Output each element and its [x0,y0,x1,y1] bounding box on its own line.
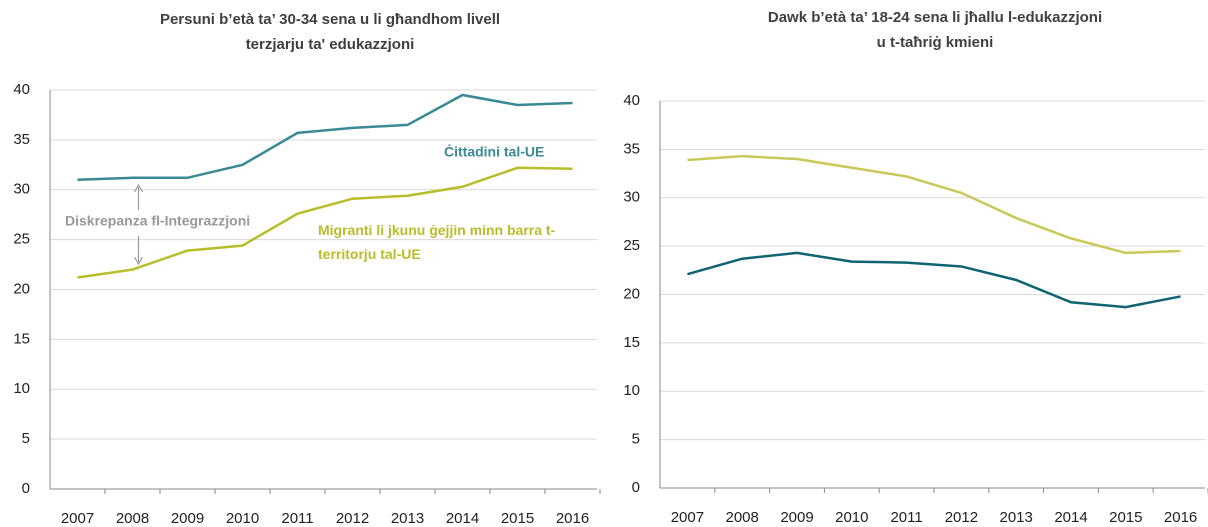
y-tick-label: 0 [22,480,30,497]
annotation: Diskrepanza fl-Integrazzjoni [65,213,250,229]
x-tick-label: 2008 [116,510,149,527]
x-tick-label: 2008 [726,509,759,526]
y-tick-label: 40 [623,92,640,109]
x-tick-label: 2016 [1164,509,1197,526]
chart-title: Persuni b’età ta’ 30-34 sena u li għandh… [160,11,500,28]
y-tick-label: 0 [632,479,640,496]
y-tick-label: 5 [632,431,640,448]
y-tick-label: 25 [13,231,30,248]
series-label: Ċittadini tal-UE [444,144,544,160]
y-tick-label: 30 [13,181,30,198]
arrow-head [133,256,144,266]
y-tick-label: 35 [13,131,30,148]
y-tick-label: 15 [13,330,30,347]
y-tick-label: 20 [13,280,30,297]
y-tick-label: 35 [623,140,640,157]
x-tick-label: 2007 [671,509,704,526]
x-tick-label: 2010 [226,510,259,527]
x-tick-label: 2009 [171,510,204,527]
y-tick-label: 10 [13,380,30,397]
y-tick-label: 10 [623,382,640,399]
series-label: Migranti li jkunu ġejjin minn barra t-te… [318,222,556,262]
x-tick-label: 2007 [61,510,94,527]
chart-title: u t-taħriġ kmieni [877,34,994,51]
chart-title: Dawk b’età ta’ 18-24 sena li jħallu l-ed… [768,9,1102,26]
x-tick-label: 2013 [391,510,424,527]
arrow-head [133,183,144,193]
y-tick-label: 25 [623,237,640,254]
x-tick-label: 2016 [556,510,589,527]
x-tick-label: 2015 [1109,509,1142,526]
x-tick-label: 2012 [336,510,369,527]
y-tick-label: 40 [13,81,30,98]
series-line [687,251,1181,309]
series-line [77,166,573,279]
x-tick-label: 2013 [1000,509,1033,526]
y-tick-label: 5 [22,430,30,447]
series-line [687,154,1181,255]
x-tick-label: 2011 [281,510,313,527]
x-tick-label: 2015 [501,510,534,527]
series-line [77,93,573,182]
y-tick-label: 30 [623,189,640,206]
x-tick-label: 2010 [835,509,868,526]
x-tick-label: 2009 [780,509,813,526]
y-tick-label: 20 [623,285,640,302]
x-tick-label: 2011 [890,509,922,526]
y-tick-label: 15 [623,334,640,351]
x-tick-label: 2014 [446,510,479,527]
x-tick-label: 2012 [945,509,978,526]
chart-title: terzjarju ta' edukazzjoni [246,36,415,53]
x-tick-label: 2014 [1054,509,1087,526]
